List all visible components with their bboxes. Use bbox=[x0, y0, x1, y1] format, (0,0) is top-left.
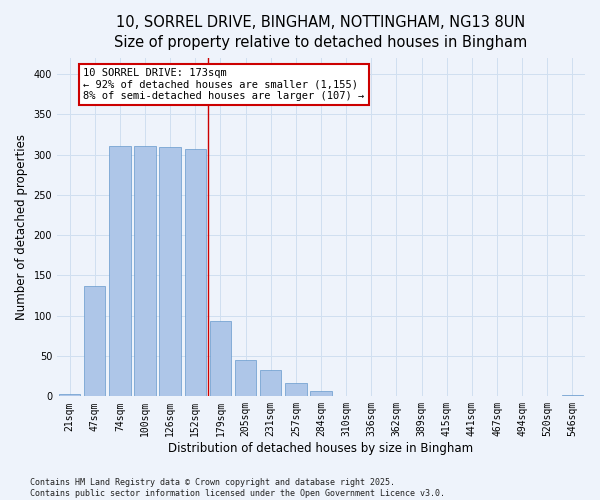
Bar bbox=[235, 360, 256, 397]
Bar bbox=[285, 384, 307, 396]
Text: Contains HM Land Registry data © Crown copyright and database right 2025.
Contai: Contains HM Land Registry data © Crown c… bbox=[30, 478, 445, 498]
Y-axis label: Number of detached properties: Number of detached properties bbox=[15, 134, 28, 320]
Bar bbox=[562, 394, 583, 396]
Bar bbox=[185, 149, 206, 396]
Bar bbox=[59, 394, 80, 396]
Bar bbox=[310, 392, 332, 396]
Bar bbox=[260, 370, 281, 396]
Bar bbox=[134, 146, 156, 396]
Bar bbox=[109, 146, 131, 396]
Text: 10 SORREL DRIVE: 173sqm
← 92% of detached houses are smaller (1,155)
8% of semi-: 10 SORREL DRIVE: 173sqm ← 92% of detache… bbox=[83, 68, 365, 102]
X-axis label: Distribution of detached houses by size in Bingham: Distribution of detached houses by size … bbox=[169, 442, 473, 455]
Bar bbox=[84, 286, 106, 397]
Bar bbox=[160, 148, 181, 396]
Bar bbox=[210, 322, 231, 396]
Title: 10, SORREL DRIVE, BINGHAM, NOTTINGHAM, NG13 8UN
Size of property relative to det: 10, SORREL DRIVE, BINGHAM, NOTTINGHAM, N… bbox=[115, 15, 527, 50]
